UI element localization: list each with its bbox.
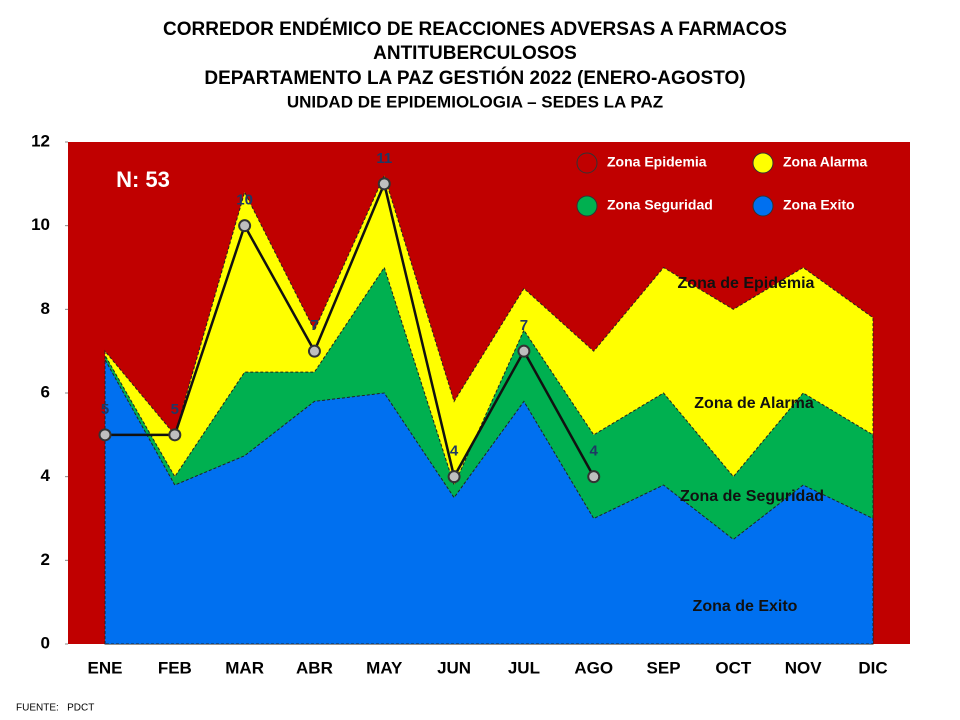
- case-point: [307, 344, 321, 358]
- legend-label: Zona Exito: [783, 197, 855, 213]
- y-tick-label: 6: [41, 382, 50, 401]
- x-tick-label: MAR: [225, 658, 264, 677]
- case-point: [447, 470, 461, 484]
- annotation: Zona de Seguridad: [680, 488, 824, 505]
- y-tick-label: 4: [41, 466, 51, 485]
- data-label: 10: [236, 192, 253, 209]
- data-label: 7: [520, 317, 528, 334]
- source: FUENTE: PDCT: [16, 703, 94, 714]
- case-point: [168, 428, 182, 442]
- y-tick-label: 2: [41, 550, 50, 569]
- x-tick-label: JUL: [508, 658, 540, 677]
- case-point: [587, 470, 601, 484]
- annotation: Zona de Exito: [693, 598, 798, 615]
- x-tick-label: NOV: [785, 658, 823, 677]
- data-label: 4: [590, 443, 599, 460]
- data-label: 4: [450, 443, 459, 460]
- chart-title: UNIDAD DE EPIDEMIOLOGIA – SEDES LA PAZ: [287, 92, 663, 111]
- y-tick-label: 10: [31, 215, 50, 234]
- area: [104, 357, 874, 645]
- case-point: [517, 344, 531, 358]
- legend-swatch: [752, 195, 774, 217]
- legend-label: Zona Seguridad: [607, 197, 713, 213]
- legend-label: Zona Epidemia: [607, 154, 707, 170]
- legend-swatch: [576, 152, 598, 174]
- chart-title: CORREDOR ENDÉMICO DE REACCIONES ADVERSAS…: [163, 18, 787, 40]
- legend-label: Zona Alarma: [783, 154, 867, 170]
- y-tick-label: 12: [31, 131, 50, 150]
- legend-swatch: [576, 195, 598, 217]
- x-tick-label: DIC: [858, 658, 887, 677]
- data-label: 5: [101, 401, 109, 418]
- chart-title: ANTITUBERCULOSOS: [373, 43, 577, 64]
- case-point: [377, 177, 391, 191]
- legend-swatch: [752, 152, 774, 174]
- x-tick-label: AGO: [574, 658, 613, 677]
- x-tick-label: SEP: [647, 658, 681, 677]
- annotation: N: 53: [116, 167, 170, 192]
- x-tick-label: OCT: [715, 658, 752, 677]
- data-label: 5: [171, 401, 179, 418]
- case-point: [98, 428, 112, 442]
- x-tick-label: FEB: [158, 658, 192, 677]
- data-label: 7: [310, 317, 318, 334]
- annotation: Zona de Epidemia: [678, 275, 815, 292]
- cases-line: [105, 179, 595, 481]
- data-label: 11: [376, 150, 392, 167]
- x-tick-label: ABR: [296, 658, 333, 677]
- y-tick-label: 8: [41, 299, 50, 318]
- y-tick-label: 0: [41, 633, 50, 652]
- chart-title: DEPARTAMENTO LA PAZ GESTIÓN 2022 (ENERO-…: [204, 67, 745, 89]
- annotation: Zona de Alarma: [694, 395, 814, 412]
- x-tick-label: JUN: [437, 658, 471, 677]
- case-point: [238, 219, 252, 233]
- x-tick-label: ENE: [88, 658, 123, 677]
- x-tick-label: MAY: [366, 658, 403, 677]
